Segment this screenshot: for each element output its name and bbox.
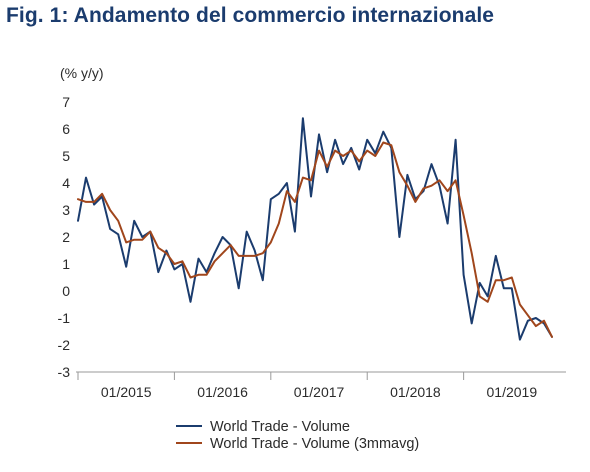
y-axis-ticks: -3 -2 -1 0 1 2 3 4 5 6 7	[58, 94, 71, 380]
x-tick-label: 01/2018	[390, 384, 441, 400]
legend-label: World Trade - Volume (3mmavg)	[210, 436, 419, 452]
y-tick-label: -1	[58, 310, 71, 326]
y-tick-label: 3	[62, 202, 70, 218]
x-tick-label: 01/2019	[487, 384, 538, 400]
y-tick-label: 4	[62, 175, 70, 191]
y-tick-label: 5	[62, 148, 70, 164]
x-tick-label: 01/2017	[294, 384, 345, 400]
series-line-volume	[77, 117, 553, 341]
series-line-volume-3mmavg	[77, 141, 553, 338]
y-axis-label: (% y/y)	[60, 65, 104, 81]
y-tick-label: 1	[62, 256, 70, 272]
y-tick-label: 2	[62, 229, 70, 245]
y-tick-label: 0	[62, 283, 70, 299]
y-tick-label: 7	[62, 94, 70, 110]
x-axis: 01/2015 01/2016 01/2017 01/2018 01/2019	[76, 371, 566, 400]
y-tick-label: -2	[58, 337, 71, 353]
y-tick-label: 6	[62, 121, 70, 137]
x-tick-label: 01/2016	[197, 384, 248, 400]
series-lines	[77, 117, 553, 341]
y-tick-label: -3	[58, 364, 71, 380]
x-tick-label: 01/2015	[101, 384, 152, 400]
legend-label: World Trade - Volume	[210, 419, 350, 435]
figure-title: Fig. 1: Andamento del commercio internaz…	[6, 4, 495, 27]
